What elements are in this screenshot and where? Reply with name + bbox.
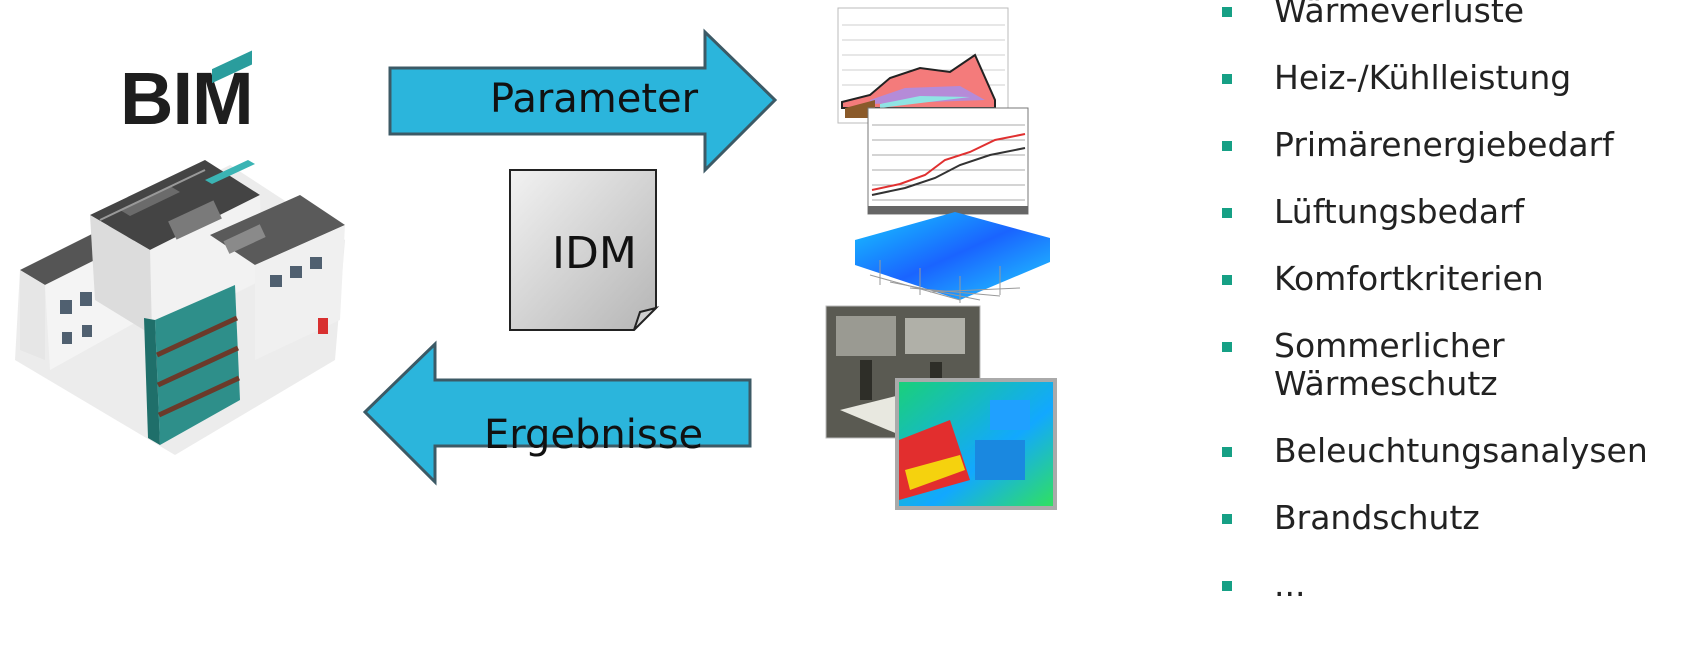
list-item-label: Wärmeverluste (1274, 0, 1525, 30)
list-item: Beleuchtungsanalysen (1220, 432, 1648, 470)
list-item: Lüftungsbedarf (1220, 193, 1648, 231)
list-item-label: ... (1274, 565, 1306, 604)
lighting-analysis-thumbnail (895, 378, 1057, 510)
line-chart-thumbnail (867, 107, 1029, 215)
list-item-label: Beleuchtungsanalysen (1274, 431, 1648, 470)
list-item-label: Brandschutz (1274, 498, 1480, 537)
list-item: Primärenergiebedarf (1220, 126, 1648, 164)
list-item-label: Lüftungsbedarf (1274, 192, 1525, 231)
results-list: Wärmeverluste Heiz-/Kühlleistung Primäre… (1220, 0, 1648, 604)
list-item: Komfortkriterien (1220, 260, 1648, 298)
list-item: Sommerlicher Wärmeschutz (1220, 327, 1514, 403)
idm-label: IDM (552, 228, 637, 279)
list-item-label: Komfortkriterien (1274, 259, 1544, 298)
list-item-label: Primärenergiebedarf (1274, 125, 1614, 164)
list-item: Heiz-/Kühlleistung (1220, 59, 1648, 97)
list-item: ... (1220, 566, 1648, 604)
list-item: Brandschutz (1220, 499, 1648, 537)
energy-chart-thumbnail (837, 7, 1009, 124)
ergebnisse-label: Ergebnisse (484, 412, 704, 458)
ergebnisse-arrow (362, 340, 752, 486)
list-item: Wärmeverluste (1220, 0, 1648, 30)
building-model-image (15, 50, 345, 455)
list-item-label: Heiz-/Kühlleistung (1274, 58, 1572, 97)
parameter-label: Parameter (490, 76, 699, 122)
parameter-arrow (388, 28, 778, 174)
airflow-simulation-thumbnail (855, 212, 1050, 303)
list-item-label: Sommerlicher Wärmeschutz (1274, 326, 1505, 403)
